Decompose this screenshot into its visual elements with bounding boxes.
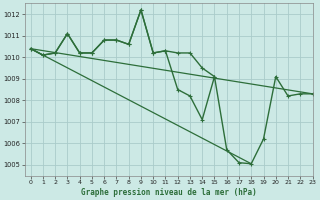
- X-axis label: Graphe pression niveau de la mer (hPa): Graphe pression niveau de la mer (hPa): [81, 188, 256, 197]
